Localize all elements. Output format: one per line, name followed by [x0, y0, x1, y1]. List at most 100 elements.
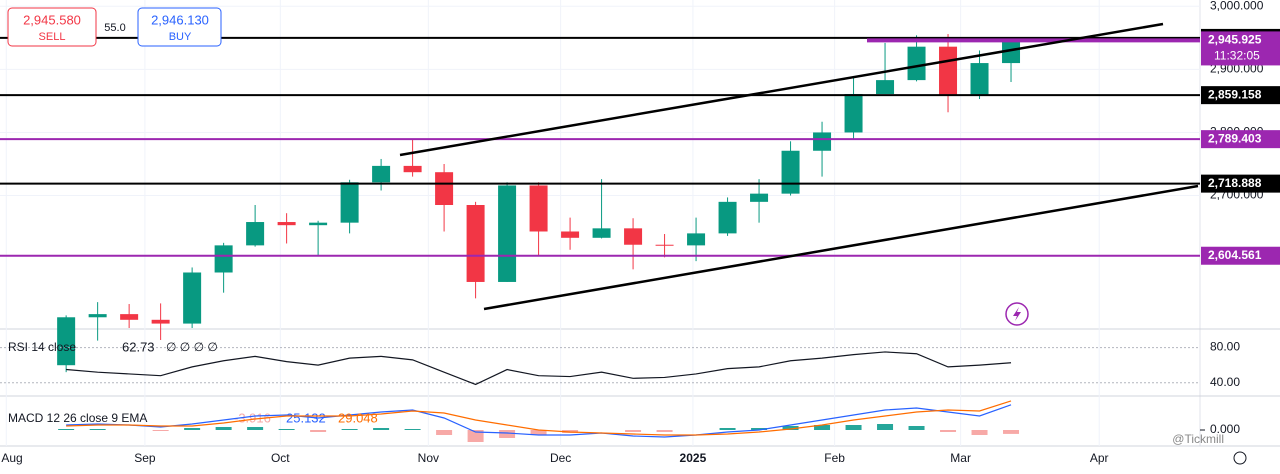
histogram-bar	[467, 430, 484, 442]
candle-body	[561, 231, 580, 238]
candle-body	[844, 93, 863, 133]
candle-body	[88, 314, 107, 318]
histogram-bar	[247, 427, 264, 430]
sell-button[interactable]: 2,945.580 SELL	[7, 7, 97, 47]
legend-value: 25.132	[286, 410, 326, 425]
candle-body	[624, 228, 643, 245]
x-tick-label: Mar	[950, 451, 971, 465]
watermark: @Tickmill	[1172, 432, 1224, 446]
alert-bolt	[1013, 307, 1021, 321]
candle-body	[718, 201, 737, 234]
histogram-bar	[719, 428, 736, 430]
candle-body	[781, 150, 800, 194]
histogram-bar	[782, 426, 799, 430]
pane-title: MACD 12 26 close 9 EMA	[8, 411, 147, 425]
histogram-bar	[152, 430, 169, 431]
histogram-bar	[877, 424, 894, 430]
buy-box[interactable]	[137, 7, 222, 47]
candle-body	[529, 185, 548, 232]
candle-body	[970, 63, 989, 96]
histogram-bar	[89, 429, 106, 430]
x-tick-label: 2025	[680, 451, 707, 465]
histogram-bar	[341, 429, 358, 430]
macd-line	[66, 404, 1012, 438]
legend-value: 29.048	[338, 410, 378, 425]
histogram-bar	[436, 430, 453, 435]
countdown: 11:32:05	[1214, 49, 1260, 63]
sell-label: SELL	[39, 31, 66, 43]
histogram-bar	[215, 427, 232, 430]
candle-body	[183, 272, 202, 324]
candle-body	[277, 222, 296, 226]
pane-title: RSI 14 close	[8, 340, 76, 354]
candle-body	[939, 46, 958, 96]
settings-icon[interactable]	[1233, 451, 1247, 465]
y-tick-label: 3,000.000	[1210, 0, 1264, 12]
candle-body	[592, 228, 611, 238]
histogram-bar	[940, 430, 957, 432]
histogram-bar	[908, 426, 925, 430]
x-tick-label: Oct	[271, 451, 290, 465]
histogram-bar	[499, 430, 516, 438]
legend-value: -3.916	[234, 410, 271, 425]
level-label: 2,859.158	[1208, 87, 1262, 101]
histogram-bar	[625, 430, 642, 432]
histogram-bar	[278, 429, 295, 430]
buy-button[interactable]: 2,946.130 BUY	[137, 7, 222, 47]
placeholders: ∅ ∅ ∅ ∅	[166, 340, 218, 354]
candle-body	[120, 314, 139, 320]
candle-body	[498, 185, 517, 282]
candle-body	[151, 319, 170, 324]
level-label-box	[1201, 86, 1280, 105]
histogram-bar	[530, 430, 547, 435]
level-label: 2,718.888	[1208, 176, 1262, 190]
candle-body	[57, 317, 76, 366]
x-tick-label: Feb	[824, 451, 845, 465]
histogram-bar	[971, 430, 988, 435]
histogram-bar	[404, 429, 421, 430]
level-label-box	[1201, 130, 1280, 149]
histogram-bar	[656, 430, 673, 432]
last-price-label: 2,945.925	[1208, 33, 1262, 47]
histogram-bar	[814, 425, 831, 430]
macd-line	[66, 400, 1012, 436]
candle-body	[340, 182, 359, 223]
candle-body	[876, 80, 895, 94]
candle-body	[750, 193, 769, 202]
histogram-bar	[310, 430, 327, 432]
x-tick-label: Aug	[1, 451, 22, 465]
level-label-box	[1201, 246, 1280, 265]
trend-line[interactable]	[399, 22, 1164, 157]
candle-body	[214, 245, 233, 273]
candle-body	[466, 205, 485, 282]
x-tick-label: Apr	[1090, 451, 1109, 465]
last-price-box	[1201, 31, 1280, 66]
level-label-box	[1201, 174, 1280, 193]
histogram-bar	[184, 428, 201, 430]
sell-price: 2,945.580	[23, 12, 81, 27]
rsi-value: 62.73	[122, 339, 155, 354]
candle-body	[403, 165, 422, 173]
histogram-bar	[373, 428, 390, 430]
candle-body	[907, 46, 926, 81]
level-label: 2,789.403	[1208, 131, 1262, 145]
buy-label: BUY	[169, 31, 192, 43]
histogram-bar	[751, 428, 768, 430]
x-tick-label: Sep	[134, 451, 156, 465]
histogram-bar	[845, 425, 862, 430]
spread: 55.0	[104, 22, 125, 34]
candle-body	[1002, 40, 1021, 64]
candle-body	[687, 233, 706, 246]
level-label: 2,604.561	[1208, 248, 1262, 262]
trend-line[interactable]	[483, 184, 1199, 311]
rsi-line	[66, 351, 1012, 386]
sell-box[interactable]	[7, 7, 97, 47]
y-tick-label: 80.00	[1210, 340, 1240, 354]
candle-body	[372, 165, 391, 183]
y-tick-label: 40.00	[1210, 375, 1240, 389]
candle-body	[246, 222, 265, 246]
x-tick-label: Dec	[550, 451, 571, 465]
x-tick-label: Nov	[418, 451, 439, 465]
